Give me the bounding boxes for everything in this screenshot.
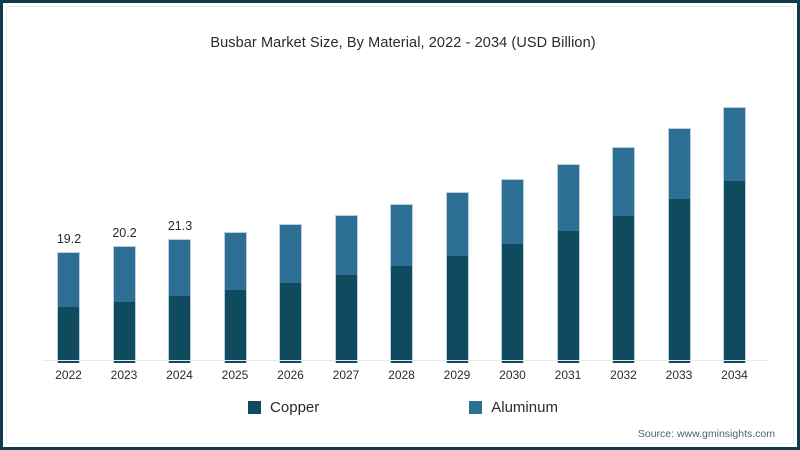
bar-value-label-2022: 19.2: [56, 231, 82, 246]
bar-segment-aluminum-2030: [501, 179, 524, 245]
bar-segment-aluminum-2034: [723, 106, 746, 181]
bar-segment-copper-2029: [445, 255, 469, 363]
x-axis-tick-2028: 2028: [388, 368, 415, 382]
bar-segment-copper-2034: [723, 180, 746, 363]
bar-segment-aluminum-2028: [390, 204, 413, 266]
legend-swatch-aluminum-icon: [469, 401, 483, 414]
bar-segment-copper-2023: [112, 301, 136, 363]
x-axis-line: [43, 360, 769, 361]
bar-segment-aluminum-2031: [556, 163, 580, 231]
x-axis-tick-2030: 2030: [499, 368, 526, 382]
bar-segment-copper-2031: [556, 230, 580, 363]
x-axis-tick-2033: 2033: [665, 368, 693, 382]
bar-segment-copper-2030: [501, 244, 524, 363]
bar-segment-aluminum-2029: [445, 192, 469, 256]
bar-segment-copper-2028: [390, 265, 413, 363]
bar-2027[interactable]: [334, 214, 358, 363]
bar-2026[interactable]: [279, 223, 302, 363]
bar-segment-copper-2027: [334, 274, 358, 363]
bar-2025[interactable]: [223, 231, 247, 363]
x-axis-tick-2029: 2029: [443, 368, 471, 382]
plot-area: 19.2 20.2 21.3: [43, 73, 771, 363]
bar-segment-aluminum-2027: [334, 214, 358, 275]
x-axis-tick-2025: 2025: [221, 368, 249, 382]
bar-2031[interactable]: [556, 163, 580, 363]
bar-segment-copper-2024: [168, 296, 191, 363]
bar-2023[interactable]: 20.2: [112, 226, 137, 363]
bar-2034[interactable]: [723, 106, 746, 363]
x-axis-tick-2027: 2027: [332, 368, 360, 382]
bar-segment-copper-2025: [223, 289, 247, 363]
x-axis-tick-2026: 2026: [277, 368, 304, 382]
bar-segment-copper-2033: [667, 199, 691, 363]
bar-segment-aluminum-2033: [667, 128, 691, 200]
x-axis-tick-2032: 2032: [610, 368, 637, 382]
x-axis-tick-2031: 2031: [554, 368, 582, 382]
bar-2030[interactable]: [501, 179, 524, 363]
bar-2028[interactable]: [390, 204, 413, 363]
legend-item-copper[interactable]: Copper: [248, 399, 319, 416]
bar-2029[interactable]: [445, 192, 469, 363]
page-title: Busbar Market Size, By Material, 2022 - …: [210, 35, 596, 51]
legend-swatch-copper-icon: [248, 401, 262, 414]
legend-label-copper: Copper: [270, 399, 320, 416]
bar-segment-aluminum-2023: [112, 245, 136, 302]
bar-2033[interactable]: [667, 128, 691, 363]
bar-segment-aluminum-2026: [279, 223, 302, 283]
bar-value-label-2024: 21.3: [167, 219, 193, 234]
source-note: Source: www.gminsights.com: [637, 428, 775, 440]
bar-segment-aluminum-2022: [57, 251, 80, 307]
bar-segment-copper-2026: [279, 282, 302, 363]
bar-segment-copper-2032: [612, 216, 635, 363]
x-axis-tick-2034: 2034: [721, 368, 748, 382]
legend-label-aluminum: Aluminum: [491, 399, 558, 416]
x-axis-tick-2022: 2022: [55, 368, 82, 382]
bar-segment-aluminum-2024: [168, 239, 191, 297]
bar-segment-aluminum-2025: [223, 231, 247, 290]
bar-value-label-2023: 20.2: [112, 225, 137, 240]
legend-item-aluminum[interactable]: Aluminum: [469, 399, 558, 416]
x-axis-tick-2023: 2023: [110, 368, 138, 382]
x-axis-tick-2024: 2024: [166, 368, 193, 382]
bar-2032[interactable]: [612, 146, 635, 363]
bar-segment-aluminum-2032: [612, 146, 635, 217]
bar-2022[interactable]: 19.2: [57, 232, 81, 363]
bar-2024[interactable]: 21.3: [168, 219, 192, 363]
chart-legend: Copper Aluminum: [3, 399, 797, 416]
bar-segment-copper-2022: [57, 306, 80, 363]
